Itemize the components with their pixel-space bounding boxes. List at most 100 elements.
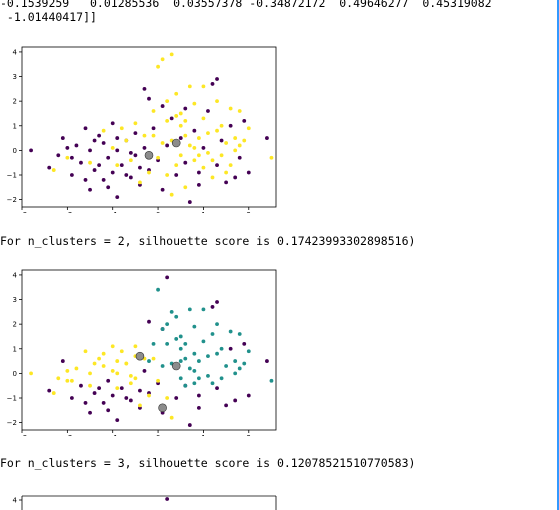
data-point-cluster-1 — [165, 173, 170, 177]
data-point-cluster-1 — [233, 136, 238, 140]
data-point-cluster-0 — [192, 128, 197, 133]
data-point-cluster-0 — [106, 185, 111, 190]
data-point-cluster-1 — [124, 138, 129, 143]
data-point-cluster-1 — [178, 334, 183, 339]
data-point-cluster-1 — [219, 376, 224, 381]
silhouette-score-k2: For n_clusters = 2, silhouette score is … — [0, 234, 416, 248]
data-point-cluster-0 — [151, 126, 156, 131]
data-point-cluster-1 — [224, 141, 229, 145]
data-point-cluster-1 — [237, 332, 242, 336]
data-point-cluster-0 — [56, 153, 61, 158]
data-point-cluster-1 — [174, 337, 179, 341]
data-point-cluster-1 — [242, 138, 247, 143]
scatter-plot-k4-partial: 4 — [13, 495, 277, 510]
data-point-cluster-1 — [156, 287, 160, 292]
data-point-cluster-0 — [65, 146, 70, 150]
data-point-cluster-1 — [88, 160, 92, 165]
data-point-cluster-0 — [88, 187, 92, 192]
data-point-cluster-1 — [233, 359, 238, 363]
data-point-cluster-2 — [110, 344, 115, 349]
x-tick-label: 0 — [156, 434, 160, 436]
data-point-cluster-1 — [192, 351, 197, 356]
data-point-cluster-0 — [228, 346, 233, 351]
data-point-cluster-1 — [165, 118, 170, 123]
y-tick-label: 0 — [13, 147, 17, 155]
data-point-cluster-0 — [233, 175, 238, 180]
data-point-cluster-1 — [237, 366, 242, 371]
data-point-cluster-0 — [97, 386, 102, 391]
data-point-cluster-2 — [133, 344, 138, 349]
x-tick-label: −1 — [108, 211, 118, 213]
data-point-cluster-1 — [224, 364, 229, 368]
data-point-cluster-2 — [169, 415, 174, 420]
data-point-cluster-0 — [242, 118, 247, 123]
data-point-cluster-2 — [51, 391, 56, 395]
data-point-cluster-0 — [128, 398, 133, 403]
data-point-cluster-1 — [237, 143, 242, 148]
data-point-cluster-1 — [133, 121, 138, 126]
data-point-cluster-1 — [201, 339, 206, 344]
data-point-cluster-0 — [246, 393, 251, 398]
data-point-cluster-0 — [79, 383, 83, 388]
data-point-cluster-1 — [187, 307, 192, 312]
data-point-cluster-0 — [115, 195, 120, 200]
data-point-cluster-1 — [215, 351, 219, 356]
data-point-cluster-0 — [133, 131, 138, 136]
data-point-cluster-0 — [92, 391, 97, 395]
data-point-cluster-1 — [183, 356, 188, 361]
y-tick-label: 2 — [13, 321, 17, 329]
data-point-cluster-1 — [165, 322, 170, 327]
data-point-cluster-0 — [215, 77, 219, 81]
data-point-cluster-2 — [97, 356, 102, 361]
data-point-cluster-1 — [210, 158, 215, 163]
data-point-cluster-0 — [88, 410, 92, 415]
data-point-cluster-1 — [160, 327, 165, 331]
data-point-cluster-1 — [210, 381, 215, 386]
data-point-cluster-1 — [206, 373, 210, 378]
data-point-cluster-1 — [174, 91, 179, 96]
data-point-cluster-1 — [210, 175, 215, 180]
data-point-cluster-0 — [69, 173, 74, 177]
data-point-cluster-0 — [196, 170, 201, 175]
data-point-cluster-0 — [60, 359, 65, 363]
data-point-cluster-0 — [265, 136, 269, 140]
data-point-cluster-0 — [97, 163, 102, 168]
data-point-cluster-1 — [147, 359, 151, 363]
data-point-cluster-0 — [101, 178, 106, 182]
data-point-cluster-1 — [51, 168, 56, 172]
y-tick-label: 1 — [13, 122, 17, 130]
data-point-cluster-1 — [128, 158, 133, 163]
data-point-cluster-0 — [210, 305, 215, 309]
data-point-cluster-0 — [187, 200, 192, 204]
data-point-cluster-1 — [174, 314, 179, 319]
data-point-cluster-0 — [196, 182, 201, 187]
data-point-cluster-0 — [165, 275, 170, 280]
data-point-cluster-2 — [115, 386, 120, 391]
data-point-cluster-0 — [106, 378, 111, 383]
data-point-cluster-0 — [124, 396, 129, 400]
y-tick-label: −1 — [7, 172, 17, 180]
y-tick-label: 3 — [13, 73, 17, 81]
scatter-plot-k2: −3 −2 −1 0 1 2 −2 −1 0 1 2 3 4 — [7, 46, 277, 213]
data-point-cluster-0 — [246, 170, 251, 175]
data-point-cluster-2 — [29, 371, 33, 376]
data-point-cluster-0 — [210, 82, 215, 86]
data-point-cluster-1 — [151, 341, 156, 346]
data-point-cluster-0 — [97, 133, 102, 138]
data-point-cluster-1 — [219, 346, 224, 351]
data-point-cluster-0 — [115, 418, 120, 423]
data-point-cluster-1 — [169, 192, 174, 197]
data-point-cluster-1 — [192, 146, 197, 150]
data-point-cluster-1 — [187, 84, 192, 89]
data-point-cluster-1 — [196, 136, 201, 140]
data-point-cluster-1 — [246, 126, 251, 131]
data-point-cluster-0 — [160, 187, 165, 192]
centroid-marker — [158, 403, 167, 413]
data-point-cluster-2 — [74, 366, 79, 371]
data-point-cluster-1 — [215, 99, 219, 104]
data-point-cluster-0 — [224, 403, 229, 408]
data-point-cluster-0 — [119, 386, 124, 391]
x-tick-label: 0 — [156, 211, 160, 213]
data-point-cluster-1 — [119, 126, 124, 131]
x-tick-label: −1 — [108, 434, 118, 436]
